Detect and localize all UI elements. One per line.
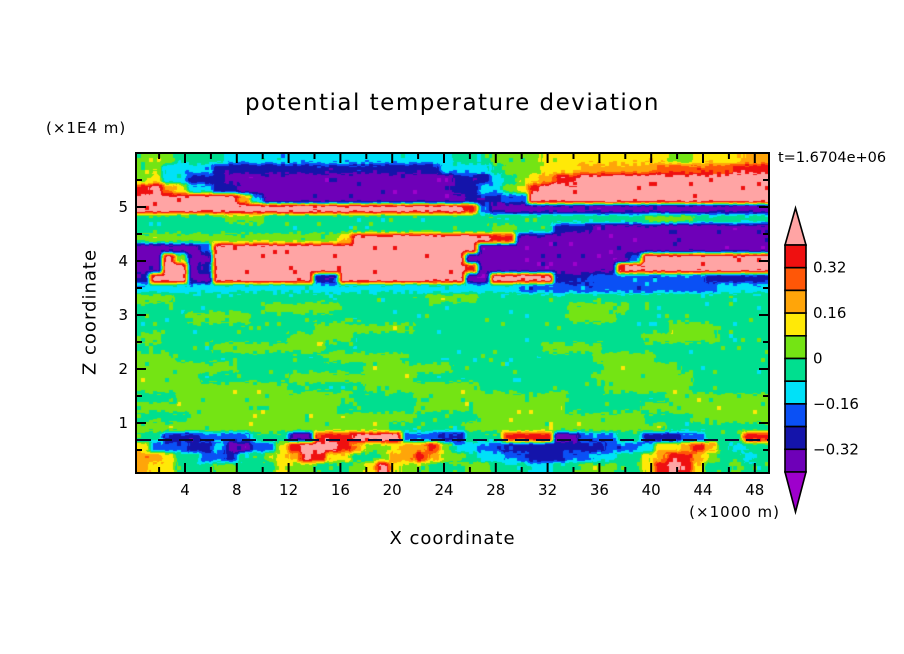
x-tick-label: 48: [745, 481, 765, 499]
chart-title: potential temperature deviation: [245, 90, 660, 116]
y-tick-label: 3: [118, 306, 128, 324]
colorbar-segment: [784, 380, 807, 405]
y-tick-label: 5: [118, 198, 128, 216]
colorbar-label: 0.16: [813, 304, 846, 322]
y-tick-label: 4: [118, 252, 128, 270]
y-axis-title: Z coordinate: [79, 248, 101, 376]
x-tick-label: 24: [434, 481, 454, 499]
x-axis-unit-label: (×1000 m): [689, 503, 780, 521]
x-tick-label: 28: [486, 481, 506, 499]
x-tick-label: 32: [538, 481, 558, 499]
colorbar-label: 0.32: [813, 259, 846, 277]
y-tick-label: 2: [118, 360, 128, 378]
x-tick-label: 4: [180, 481, 190, 499]
colorbar-over-arrow: [783, 205, 808, 246]
colorbar: 0.32 0.16 0 −0.16 −0.32: [783, 205, 859, 516]
x-tick-label: 44: [693, 481, 713, 499]
colorbar-segment: [784, 448, 807, 473]
colorbar-segment: [784, 289, 807, 314]
colorbar-label: 0: [813, 350, 823, 368]
colorbar-segment: [784, 335, 807, 360]
x-tick-label: 40: [641, 481, 661, 499]
contour-field-canvas: [137, 154, 768, 472]
colorbar-segment: [784, 244, 807, 269]
timestamp-label: t=1.6704e+06: [778, 150, 887, 166]
colorbar-under-arrow: [783, 471, 808, 516]
x-tick-label: 12: [279, 481, 299, 499]
x-tick-label: 36: [589, 481, 609, 499]
colorbar-label: −0.32: [813, 440, 859, 458]
x-tick-label: 20: [382, 481, 402, 499]
y-tick-label: 1: [118, 414, 128, 432]
y-axis-unit-label: (×1E4 m): [46, 119, 127, 137]
x-tick-label: 8: [232, 481, 242, 499]
colorbar-segment: [784, 403, 807, 428]
colorbar-segment: [784, 266, 807, 292]
colorbar-segment: [784, 357, 807, 383]
colorbar-segment: [784, 312, 807, 337]
colorbar-segment: [784, 425, 807, 451]
x-axis-title: X coordinate: [389, 528, 516, 549]
colorbar-label: −0.16: [813, 395, 859, 413]
x-tick-label: 16: [330, 481, 350, 499]
